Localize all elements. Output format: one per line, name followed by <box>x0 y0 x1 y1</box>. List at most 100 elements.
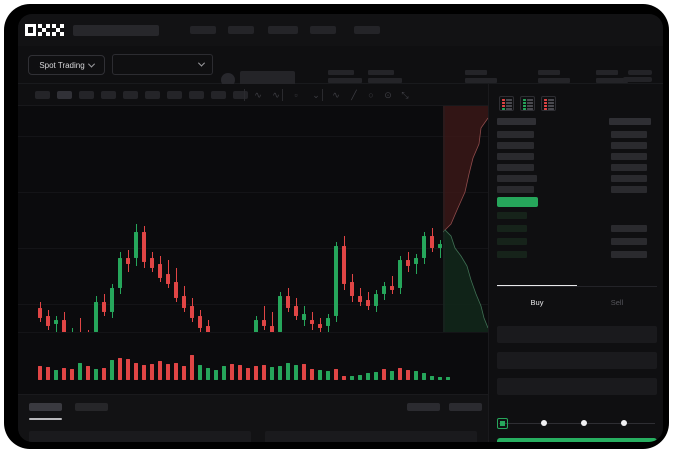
orderbook-mode-asks-row-bot-1 <box>548 110 554 111</box>
chevron-down-icon[interactable]: ⌄ <box>312 90 320 100</box>
candle-body-34 <box>310 320 314 324</box>
orderbook-bid-price-2[interactable] <box>497 238 527 245</box>
order-total-field[interactable] <box>497 378 657 395</box>
candle-body-33 <box>302 314 306 320</box>
line-chart-icon[interactable]: ∿ <box>332 90 340 100</box>
bottom-action-1[interactable] <box>407 403 440 411</box>
candle-body-36 <box>326 318 330 326</box>
header-meta-line-2 <box>623 77 652 82</box>
stat-24h-high <box>368 70 402 83</box>
orderbook-mode-both-row-top-2 <box>506 105 512 107</box>
tab-sell[interactable]: Sell <box>577 287 657 317</box>
timeframe-1w[interactable] <box>189 91 204 99</box>
orderbook-ask-price-4[interactable] <box>497 175 537 182</box>
candle-body-39 <box>350 282 354 296</box>
timeframe-30m[interactable] <box>101 91 116 99</box>
orderbook-mode-both-bar-bot-1 <box>502 110 505 111</box>
timeframe-more[interactable] <box>233 91 248 99</box>
nav-item-4[interactable] <box>310 26 336 34</box>
nav-item-3[interactable] <box>268 26 298 34</box>
fullscreen-icon[interactable]: ⤡ <box>401 90 409 100</box>
orderbook-mode-asks-row-top-2 <box>548 105 554 107</box>
orderbook-ask-price-5[interactable] <box>497 186 534 193</box>
indicator-icon[interactable]: ∿ <box>254 90 262 100</box>
logo-x-glyph <box>52 24 64 36</box>
candle-wick-47 <box>415 254 417 274</box>
nav-item-1[interactable] <box>190 26 216 34</box>
orderbook-mode-bids[interactable] <box>520 96 535 111</box>
orderbook-ask-price-1[interactable] <box>497 142 534 149</box>
orderbook-bid-price-1[interactable] <box>497 225 527 232</box>
orderbook-mode-asks[interactable] <box>541 96 556 111</box>
timeframe-1m[interactable] <box>35 91 50 99</box>
orderbook-ask-price-3[interactable] <box>497 164 534 171</box>
orderbook-ask-price-0[interactable] <box>497 131 534 138</box>
candle-body-30 <box>278 296 282 332</box>
candle-body-18 <box>182 296 186 308</box>
volume-bar-27 <box>254 366 258 380</box>
logo-o-glyph <box>25 24 36 36</box>
volume-bar-46 <box>406 370 410 380</box>
orderbook-mode-both[interactable] <box>499 96 514 111</box>
alert-icon[interactable]: ▫ <box>294 90 298 100</box>
tab-buy[interactable]: Buy <box>497 287 577 317</box>
volume-bar-23 <box>222 366 226 380</box>
orderbook-mode-both-bar-top-2 <box>502 105 505 107</box>
volume-bar-14 <box>150 364 154 380</box>
gridline-1 <box>18 192 488 193</box>
trading-pair-dropdown[interactable] <box>112 54 213 75</box>
amount-slider-handle[interactable] <box>497 418 508 429</box>
volume-bar-50 <box>438 377 442 380</box>
compare-icon[interactable]: ∿ <box>272 90 280 100</box>
timeframe-1d[interactable] <box>167 91 182 99</box>
timeframe-15m[interactable] <box>79 91 94 99</box>
tab-order-history[interactable] <box>75 403 108 411</box>
amount-slider-track[interactable] <box>499 423 655 424</box>
header-meta-line-1 <box>628 70 652 75</box>
volume-bar-22 <box>214 370 218 380</box>
buy-tab-active-indicator <box>497 285 577 287</box>
nav-item-5[interactable] <box>354 26 380 34</box>
top-navigation-bar <box>18 14 663 46</box>
candle-body-19 <box>190 306 194 318</box>
order-price-field[interactable] <box>497 326 657 343</box>
candle-body-29 <box>270 326 274 334</box>
orderbook-mode-asks-row-bot-0 <box>548 108 554 110</box>
search-input[interactable] <box>73 24 159 36</box>
market-type-dropdown[interactable]: Spot Trading <box>28 55 105 75</box>
volume-bar-35 <box>318 370 322 380</box>
orderbook-bid-price-3[interactable] <box>497 251 527 258</box>
tab-open-orders[interactable] <box>29 403 62 411</box>
orderbook-ask-amount-5 <box>611 186 647 193</box>
candle-body-43 <box>382 286 386 294</box>
slider-dot-0[interactable] <box>541 420 547 426</box>
camera-icon[interactable]: ○ <box>368 90 374 100</box>
stat-index-price-value <box>596 78 628 83</box>
orderbook-ask-price-2[interactable] <box>497 153 534 160</box>
volume-bar-6 <box>86 366 90 380</box>
timeframe-1M[interactable] <box>211 91 226 99</box>
volume-bar-29 <box>270 367 274 380</box>
timeframe-4h[interactable] <box>145 91 160 99</box>
submit-order-button[interactable] <box>497 438 657 442</box>
orderbook-mode-both-bar-bot-0 <box>502 108 505 110</box>
settings-icon[interactable]: ⊙ <box>384 90 392 100</box>
bottom-action-2[interactable] <box>449 403 482 411</box>
drawing-tool-icon[interactable]: ╱ <box>351 90 357 100</box>
orderbook-spread-row[interactable] <box>497 197 538 207</box>
timeframe-1h[interactable] <box>123 91 138 99</box>
candle-wick-44 <box>391 276 393 294</box>
slider-dot-2[interactable] <box>621 420 627 426</box>
order-amount-field[interactable] <box>497 352 657 369</box>
candle-body-0 <box>38 308 42 318</box>
timeframe-5m[interactable] <box>57 91 72 99</box>
volume-bar-45 <box>398 368 402 380</box>
nav-item-2[interactable] <box>228 26 254 34</box>
candlestick-chart[interactable] <box>18 106 488 354</box>
orderbook-bid-price-0[interactable] <box>497 212 527 219</box>
slider-handle-core <box>500 421 505 426</box>
volume-bar-43 <box>382 369 386 380</box>
okx-logo-icon[interactable] <box>25 24 64 36</box>
slider-dot-1[interactable] <box>581 420 587 426</box>
orderbook-mode-bids-bar-top-0 <box>523 99 526 101</box>
